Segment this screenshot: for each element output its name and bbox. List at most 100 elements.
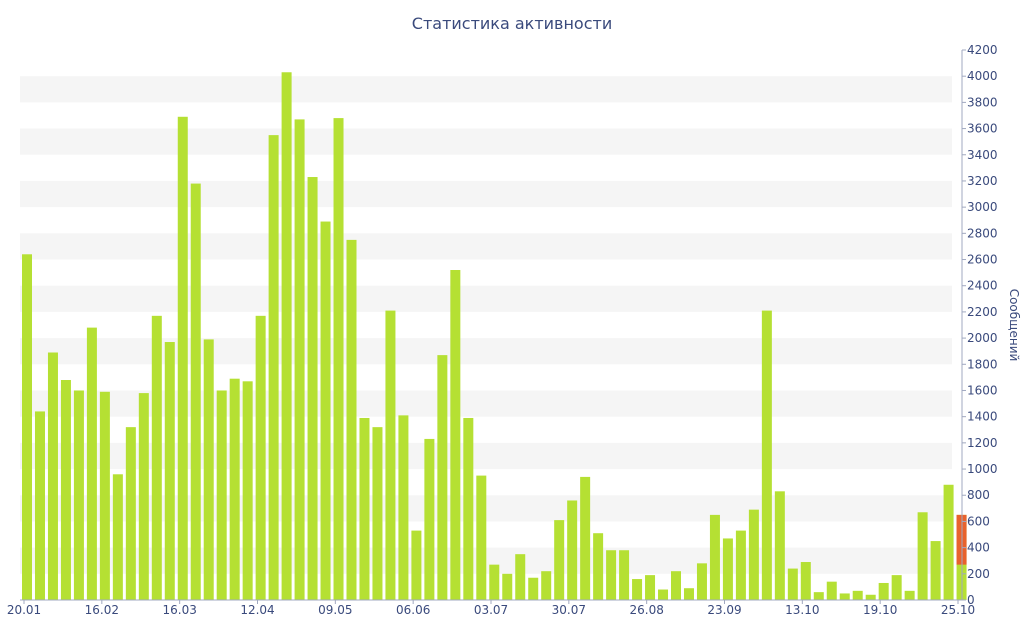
bar bbox=[125, 427, 136, 600]
grid-band bbox=[20, 76, 952, 103]
bar bbox=[60, 380, 71, 600]
bar bbox=[294, 119, 305, 601]
bar bbox=[242, 381, 253, 600]
x-axis: 20.01 16.02 16.03 12.04 09.05 06.06 03.07 30.07… bbox=[7, 599, 975, 617]
y-tick-label: 4200 bbox=[967, 43, 998, 57]
y-tick-label: 2600 bbox=[967, 253, 998, 267]
y-tick-label: 1800 bbox=[967, 357, 998, 371]
bar bbox=[385, 310, 396, 600]
bar bbox=[411, 530, 422, 600]
bar bbox=[904, 590, 915, 600]
bar bbox=[930, 541, 941, 600]
y-axis-title: Сообщений bbox=[1007, 289, 1021, 362]
bar bbox=[619, 550, 630, 600]
bar bbox=[943, 484, 954, 600]
bar bbox=[891, 575, 902, 600]
x-tick-label: 06.06 bbox=[396, 603, 430, 617]
y-tick-label: 2800 bbox=[967, 226, 998, 240]
bar bbox=[554, 520, 565, 600]
bar bbox=[307, 177, 318, 600]
bar bbox=[787, 568, 798, 600]
bar bbox=[99, 391, 110, 600]
bar bbox=[865, 594, 876, 600]
bar bbox=[645, 575, 656, 600]
bar bbox=[450, 270, 461, 600]
bar bbox=[541, 571, 552, 600]
grid-band bbox=[20, 128, 952, 155]
x-tick-label: 12.04 bbox=[240, 603, 274, 617]
bar bbox=[216, 390, 227, 600]
bar bbox=[320, 221, 331, 601]
bar bbox=[722, 538, 733, 600]
bar bbox=[437, 355, 448, 600]
bar bbox=[463, 417, 474, 600]
bar bbox=[476, 475, 487, 600]
bar bbox=[424, 438, 435, 600]
bar bbox=[683, 588, 694, 600]
y-tick-label: 3000 bbox=[967, 200, 998, 214]
x-tick-label: 20.01 bbox=[7, 603, 41, 617]
x-tick-label: 25.10 bbox=[941, 603, 975, 617]
y-tick-label: 800 bbox=[967, 488, 990, 502]
bar bbox=[346, 239, 357, 600]
y-tick-label: 2200 bbox=[967, 305, 998, 319]
bar bbox=[138, 393, 149, 600]
x-tick-label: 19.10 bbox=[863, 603, 897, 617]
bar bbox=[333, 118, 344, 600]
bar bbox=[502, 573, 513, 600]
bar bbox=[398, 415, 409, 600]
bar bbox=[632, 579, 643, 600]
x-tick-label: 13.10 bbox=[785, 603, 819, 617]
bar bbox=[229, 378, 240, 600]
bar bbox=[372, 427, 383, 600]
grid-band bbox=[20, 180, 952, 208]
bar bbox=[813, 592, 824, 600]
bar bbox=[839, 593, 850, 600]
bar bbox=[826, 581, 837, 600]
bar bbox=[567, 500, 578, 600]
x-tick-label: 26.08 bbox=[629, 603, 663, 617]
bar bbox=[878, 582, 889, 600]
x-tick-label: 03.07 bbox=[474, 603, 508, 617]
bar bbox=[852, 590, 863, 600]
bar bbox=[515, 554, 526, 600]
y-axis: 0 200 400 600 800 1000 1200 1400 1600 1800 2000 220… bbox=[961, 43, 998, 607]
bars bbox=[22, 72, 967, 601]
bar bbox=[255, 315, 266, 600]
bar bbox=[73, 390, 84, 600]
bar bbox=[774, 491, 785, 600]
bar bbox=[177, 116, 188, 601]
bar bbox=[164, 342, 175, 600]
y-tick-label: 2000 bbox=[967, 331, 998, 345]
bar bbox=[190, 183, 201, 601]
bar bbox=[151, 315, 162, 600]
grid-band bbox=[20, 233, 952, 260]
bar bbox=[917, 512, 928, 600]
bar bbox=[800, 562, 811, 600]
grid-band bbox=[20, 338, 952, 365]
bar bbox=[735, 530, 746, 600]
x-tick-label: 30.07 bbox=[552, 603, 586, 617]
bar bbox=[489, 564, 500, 600]
y-tick-label: 3200 bbox=[967, 174, 998, 188]
y-tick-label: 200 bbox=[967, 567, 990, 581]
bar bbox=[748, 509, 759, 600]
y-tick-label: 400 bbox=[967, 541, 990, 555]
bar bbox=[281, 72, 292, 600]
x-tick-label: 23.09 bbox=[707, 603, 741, 617]
y-tick-label: 2400 bbox=[967, 279, 998, 293]
bar bbox=[709, 514, 720, 600]
y-tick-label: 4000 bbox=[967, 69, 998, 83]
bar bbox=[606, 550, 617, 600]
bar bbox=[112, 474, 123, 600]
bar bbox=[528, 577, 539, 600]
bar bbox=[268, 135, 279, 600]
y-tick-label: 600 bbox=[967, 514, 990, 528]
y-tick-label: 1400 bbox=[967, 410, 998, 424]
bar bbox=[580, 476, 591, 600]
bar bbox=[86, 327, 97, 600]
bar bbox=[34, 411, 45, 600]
bar bbox=[658, 589, 669, 600]
